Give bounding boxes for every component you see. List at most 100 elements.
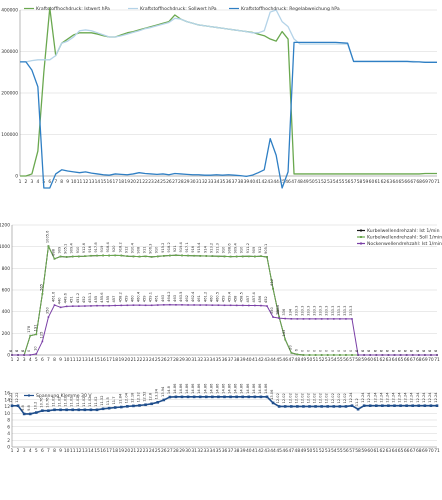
data-label: 0 bbox=[331, 349, 335, 352]
data-point bbox=[41, 409, 44, 412]
x-tick-label: 32 bbox=[197, 357, 203, 363]
data-point bbox=[253, 395, 257, 399]
data-point bbox=[138, 404, 141, 407]
x-tick-label: 32 bbox=[202, 179, 208, 185]
x-tick-label: 57 bbox=[349, 357, 355, 363]
data-point bbox=[363, 354, 365, 356]
x-tick-label: 20 bbox=[125, 357, 131, 363]
data-label: 461.6 bbox=[52, 291, 56, 302]
data-label: 0 bbox=[15, 349, 19, 352]
x-tick-label: 7 bbox=[47, 357, 50, 363]
x-tick-label: 40 bbox=[246, 448, 252, 454]
y-tick-label: 6 bbox=[7, 424, 10, 430]
data-label: 12.02 bbox=[294, 393, 298, 403]
data-point bbox=[174, 395, 178, 399]
x-tick-label: 37 bbox=[228, 357, 234, 363]
data-point bbox=[344, 405, 348, 408]
x-tick-label: 15 bbox=[94, 357, 100, 363]
x-tick-label: 44 bbox=[270, 448, 276, 454]
x-tick-label: 66 bbox=[404, 179, 410, 185]
data-point bbox=[223, 395, 226, 399]
data-point bbox=[217, 395, 220, 399]
data-label: 921 bbox=[173, 245, 177, 252]
data-label: 333.3 bbox=[343, 306, 347, 316]
data-point bbox=[114, 304, 117, 307]
data-point bbox=[205, 255, 208, 257]
data-point bbox=[235, 304, 238, 307]
x-tick-label: 67 bbox=[410, 357, 416, 363]
x-tick-label: 3 bbox=[31, 179, 34, 185]
data-point bbox=[102, 304, 104, 307]
legend-entry: Kraftstoffhochdruck: Sollwert hPa bbox=[140, 6, 217, 12]
x-tick-label: 30 bbox=[185, 357, 191, 363]
data-point bbox=[411, 404, 415, 407]
data-label: 909.4 bbox=[234, 243, 238, 254]
data-label: 340.6 bbox=[276, 304, 280, 315]
data-label: 459 bbox=[124, 295, 128, 303]
x-tick-label: 44 bbox=[270, 357, 276, 363]
x-tick-label: 2 bbox=[25, 179, 28, 185]
data-label: 12.02 bbox=[331, 393, 335, 403]
data-label: 12.22 bbox=[9, 392, 13, 402]
data-label: 463 bbox=[173, 295, 177, 302]
x-tick-label: 59 bbox=[361, 448, 367, 454]
x-tick-label: 15 bbox=[101, 179, 107, 185]
data-point bbox=[205, 304, 208, 306]
x-tick-label: 7 bbox=[47, 448, 50, 454]
data-point bbox=[193, 304, 195, 306]
x-tick-label: 18 bbox=[112, 448, 118, 454]
data-label: 906.3 bbox=[149, 244, 153, 254]
data-point bbox=[77, 255, 80, 258]
x-tick-label: 51 bbox=[313, 448, 319, 454]
data-label: 0 bbox=[319, 349, 323, 352]
data-point bbox=[83, 408, 87, 412]
legend-entry: Kraftstoffhochdruck: Istwert hPa bbox=[36, 6, 110, 12]
data-label: 457 bbox=[246, 296, 250, 303]
x-tick-label: 56 bbox=[345, 179, 351, 185]
data-point bbox=[314, 318, 317, 320]
y-tick-label: 200 bbox=[2, 331, 11, 337]
data-label: 14.86 bbox=[258, 383, 262, 394]
data-label: 12.24 bbox=[428, 392, 432, 403]
data-point bbox=[229, 395, 232, 399]
data-label: 11.2 bbox=[355, 398, 359, 406]
x-tick-label: 50 bbox=[307, 357, 313, 363]
data-label: 460 bbox=[130, 295, 134, 303]
data-point bbox=[369, 354, 372, 356]
data-label: 463 bbox=[161, 295, 165, 302]
data-point bbox=[199, 255, 202, 257]
x-tick-label: 12 bbox=[76, 448, 82, 454]
data-point bbox=[65, 305, 68, 308]
data-point bbox=[126, 405, 129, 408]
data-label: 0 bbox=[361, 349, 365, 352]
data-label: 452 bbox=[82, 296, 86, 303]
data-point bbox=[430, 354, 432, 356]
data-point bbox=[405, 404, 408, 407]
data-label: 0 bbox=[410, 349, 414, 352]
data-label: 333.3 bbox=[294, 306, 298, 316]
x-tick-label: 27 bbox=[167, 357, 173, 363]
data-label: 333.3 bbox=[337, 306, 341, 316]
data-point bbox=[314, 354, 317, 356]
data-point bbox=[65, 256, 68, 258]
data-label: 14.86 bbox=[191, 383, 195, 394]
data-point bbox=[235, 255, 238, 258]
data-label: 14.86 bbox=[173, 383, 177, 394]
x-tick-label: 8 bbox=[53, 357, 56, 363]
data-label: 919.4 bbox=[179, 241, 183, 252]
data-point bbox=[138, 255, 141, 258]
data-label: 915.2 bbox=[161, 243, 165, 253]
data-point bbox=[59, 306, 62, 309]
x-tick-label: 43 bbox=[264, 357, 270, 363]
x-tick-label: 39 bbox=[240, 357, 246, 363]
data-point bbox=[11, 354, 13, 356]
data-point bbox=[150, 256, 153, 258]
data-label: 462.4 bbox=[191, 291, 195, 302]
data-point bbox=[387, 404, 390, 407]
data-point bbox=[417, 404, 421, 407]
x-tick-label: 44 bbox=[273, 179, 279, 185]
data-label: 12.52 bbox=[143, 391, 147, 401]
data-label: 458 bbox=[234, 295, 238, 303]
x-tick-label: 35 bbox=[216, 448, 222, 454]
